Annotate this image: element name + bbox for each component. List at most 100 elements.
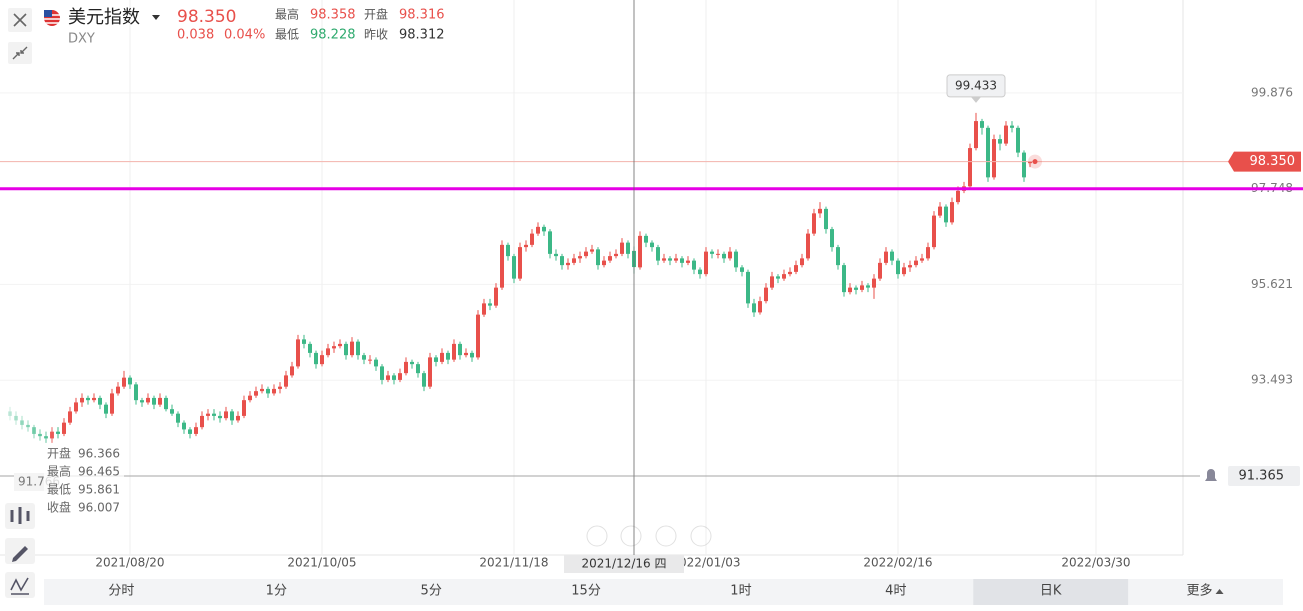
candle-body	[770, 276, 774, 288]
tab[interactable]: 4时	[885, 584, 906, 599]
candle-body	[914, 260, 918, 266]
candle-body	[218, 415, 222, 419]
candle-body	[410, 361, 414, 365]
candle-body	[50, 431, 54, 439]
shrink-button[interactable]	[8, 42, 32, 64]
ohlc-value: 96.366	[78, 447, 120, 461]
candle-body	[248, 395, 252, 401]
candle-body	[254, 391, 258, 396]
candle-body	[44, 436, 48, 439]
candle-body	[344, 343, 348, 356]
candle-body	[512, 256, 516, 279]
zoom-in-button[interactable]	[690, 525, 712, 547]
candle-body	[176, 413, 180, 423]
candle-body	[476, 314, 480, 358]
candle-body	[362, 355, 366, 360]
candle-body	[806, 233, 810, 259]
candle-body	[542, 226, 546, 232]
candle-body	[530, 233, 534, 245]
ohlc-value: 96.465	[78, 465, 120, 479]
alert-bell[interactable]	[1205, 469, 1217, 482]
candle-body	[368, 359, 372, 361]
candle-body	[458, 343, 462, 356]
candle-body	[452, 343, 456, 360]
change-pct: 0.04%	[224, 28, 265, 43]
candle-body	[494, 287, 498, 306]
candle-body	[278, 386, 282, 389]
ohlc-label: 最低	[47, 483, 71, 497]
candle-body	[62, 422, 66, 434]
candle-body	[488, 303, 492, 306]
candle-body	[1010, 125, 1014, 128]
tab[interactable]: 5分	[421, 584, 442, 599]
candle-body	[140, 400, 144, 403]
candle-body	[758, 301, 762, 313]
candle-body	[146, 397, 150, 403]
candle-body	[800, 258, 804, 266]
candle-body	[680, 258, 684, 263]
playback-controls	[586, 525, 712, 547]
ohlc-label: 开盘	[47, 446, 71, 461]
candle-body	[1028, 161, 1032, 164]
candle-body	[692, 260, 696, 270]
stat-value: 98.312	[399, 28, 445, 43]
ohlc-panel	[44, 444, 124, 518]
candle-body	[296, 339, 300, 367]
tab[interactable]: 更多	[1187, 583, 1213, 599]
dropdown-arrow[interactable]	[152, 15, 160, 20]
close-icon	[13, 13, 27, 27]
stat-value: 98.316	[399, 8, 445, 23]
candle-body	[386, 375, 390, 380]
candle-body	[416, 364, 420, 374]
tooltip-pointer	[971, 96, 981, 103]
candle-body	[554, 253, 558, 257]
candle-body	[290, 366, 294, 376]
candle-body	[392, 375, 396, 380]
candle-body	[398, 373, 402, 380]
candle-body	[110, 393, 114, 414]
candle-body	[104, 404, 108, 414]
x-tick-label: 2021/11/18	[479, 556, 548, 570]
candle-body	[20, 420, 24, 425]
candle-body	[860, 285, 864, 290]
candle-body	[704, 251, 708, 275]
candle-body	[740, 267, 744, 272]
candle-body	[80, 397, 84, 403]
candle-body	[8, 411, 12, 416]
candle-body	[842, 265, 846, 293]
tab[interactable]: 分时	[108, 584, 134, 599]
candle-body	[314, 352, 318, 365]
candle-body	[710, 251, 714, 254]
candle-body	[734, 251, 738, 268]
candle-body	[668, 258, 672, 261]
candle-body	[212, 413, 216, 416]
candle-body	[482, 303, 486, 315]
tab-active	[973, 579, 1129, 605]
x-tick-label: 2021/08/20	[95, 556, 164, 570]
pause-button[interactable]	[620, 525, 642, 547]
candle-body	[506, 244, 510, 257]
candle-body	[548, 231, 552, 254]
next-button[interactable]	[655, 525, 677, 547]
candle-body	[908, 265, 912, 268]
tab[interactable]: 1分	[266, 584, 287, 599]
candle-body	[980, 121, 984, 128]
x-tick-label: 2022/01/03	[671, 556, 740, 570]
tab[interactable]: 15分	[571, 584, 601, 599]
zoom-out-button[interactable]	[586, 525, 608, 547]
price-tag	[1228, 151, 1301, 172]
candle-body	[116, 386, 120, 394]
candle-body	[98, 397, 102, 405]
tab[interactable]: 1时	[730, 584, 751, 599]
candle-body	[200, 415, 204, 428]
candle-body	[194, 427, 198, 434]
candle-body	[272, 388, 276, 394]
candle-body	[998, 139, 1002, 144]
candle-body	[926, 247, 930, 259]
crosshair-date-box	[564, 555, 684, 573]
candle-body	[662, 258, 666, 261]
price: 98.350	[177, 7, 236, 27]
candle-body	[590, 249, 594, 252]
candle-body	[26, 424, 30, 428]
tab[interactable]: 日K	[1040, 584, 1062, 599]
